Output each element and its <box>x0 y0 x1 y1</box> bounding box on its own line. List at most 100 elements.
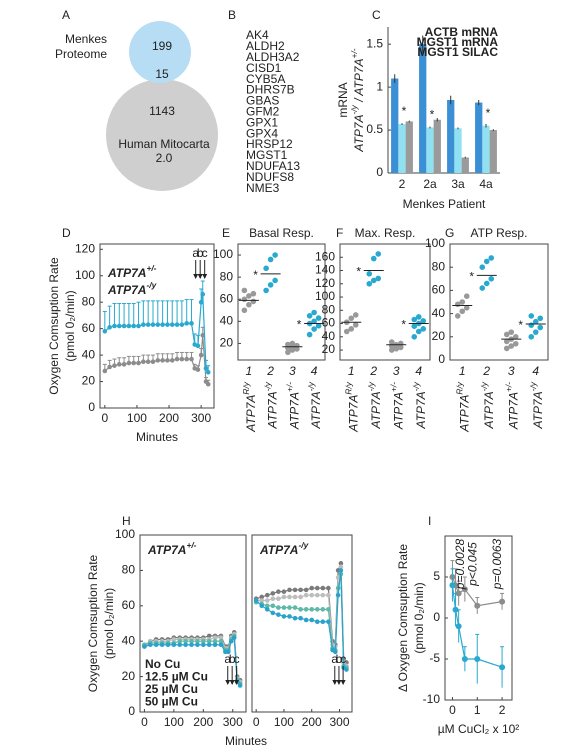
x-tick-label: 200 <box>193 715 213 729</box>
data-point <box>189 356 194 362</box>
data-point <box>287 587 292 593</box>
genotype-base: ATP7A <box>391 392 405 430</box>
injection-label: a <box>224 652 231 666</box>
data-point <box>454 313 461 319</box>
data-point <box>270 603 276 609</box>
data-point <box>415 328 422 335</box>
data-point <box>388 339 395 345</box>
data-point <box>512 340 519 347</box>
data-point <box>272 277 278 284</box>
data-point <box>195 367 201 372</box>
genotype-sup: R/y <box>454 381 464 394</box>
x-tick-label: 4 <box>532 364 539 378</box>
y-tick-label: 0 <box>88 400 95 414</box>
data-point <box>315 322 322 329</box>
data-point <box>326 592 331 598</box>
data-point <box>314 619 320 625</box>
data-point <box>203 366 209 371</box>
data-point <box>388 347 395 353</box>
plot-frame <box>139 534 247 713</box>
data-point <box>218 635 224 640</box>
data-point <box>259 598 265 603</box>
data-point <box>393 345 400 352</box>
data-point <box>112 323 117 329</box>
data-point <box>241 287 248 294</box>
data-point <box>263 265 269 272</box>
bar <box>405 121 413 173</box>
p-value: p<0.045 <box>465 542 479 587</box>
y-tick-label: -10 <box>423 692 441 706</box>
data-point <box>116 323 122 329</box>
genotype-label: ATP7A-/y <box>366 381 383 429</box>
data-point <box>174 356 180 362</box>
data-point <box>169 322 175 327</box>
data-point <box>397 344 404 351</box>
data-point <box>420 318 427 324</box>
data-point <box>177 642 183 648</box>
y-tick-label: 80 <box>432 259 446 273</box>
data-point <box>537 324 544 331</box>
data-point <box>206 638 212 644</box>
data-point <box>179 356 185 362</box>
x-tick-label: 4a <box>479 177 493 191</box>
data-point <box>512 334 519 340</box>
y-axis-label: Oxygen Comsuption Rate <box>86 554 100 692</box>
data-point <box>528 322 535 329</box>
data-point <box>348 315 355 322</box>
y-tick-label: 1 <box>376 79 383 93</box>
data-point <box>503 345 510 352</box>
data-point <box>246 293 252 299</box>
data-point <box>253 598 259 603</box>
y-tick-label: 40 <box>322 329 336 343</box>
data-point <box>311 309 317 316</box>
data-point <box>267 282 274 288</box>
data-point <box>503 331 510 338</box>
bar <box>482 125 490 173</box>
genotype-base: ATP7A <box>107 283 146 297</box>
data-point <box>107 325 112 330</box>
genotype-label: ATP7AR/y <box>454 381 471 433</box>
legend-label: 25 µM Cu <box>145 682 198 696</box>
data-point <box>326 619 331 625</box>
significance: * <box>356 265 361 279</box>
data-point <box>226 649 231 655</box>
data-point <box>205 369 211 375</box>
venn-set-name: Proteome <box>55 47 107 61</box>
data-point <box>218 638 224 644</box>
data-point <box>285 349 291 356</box>
gene-name: HRSP12 <box>246 137 293 151</box>
genotype-label: ATP7A-/y <box>411 381 428 429</box>
data-point <box>198 352 204 358</box>
data-point <box>165 358 170 363</box>
data-point <box>171 642 177 648</box>
y-axis-label: (pmol 0₂/min) <box>63 290 77 361</box>
data-point <box>159 642 165 648</box>
data-point <box>102 368 108 374</box>
genotype-base: ATP7A <box>482 391 496 429</box>
data-point <box>206 633 212 639</box>
data-point <box>289 340 296 347</box>
bar <box>426 127 434 173</box>
data-point <box>415 314 422 320</box>
bar <box>391 78 399 173</box>
x-tick-label: 300 <box>191 411 211 425</box>
x-tick-label: 3 <box>393 364 400 378</box>
y-tick-label: 20 <box>322 342 336 356</box>
data-point <box>160 358 165 363</box>
data-point <box>483 280 490 287</box>
genotype-base: ATP7A <box>414 391 428 429</box>
plot-frame <box>99 243 215 409</box>
x-tick-label: 100 <box>127 411 147 425</box>
data-point <box>537 315 544 322</box>
data-point <box>298 607 303 612</box>
bar <box>433 119 441 173</box>
data-point <box>169 358 175 363</box>
data-point <box>264 592 270 598</box>
plot-frame <box>237 243 326 361</box>
data-point <box>189 321 194 326</box>
genotype-sup: -/y <box>528 381 538 391</box>
x-tick-label: 1 <box>246 364 253 378</box>
data-point <box>287 594 292 600</box>
panel-label: B <box>228 8 236 22</box>
